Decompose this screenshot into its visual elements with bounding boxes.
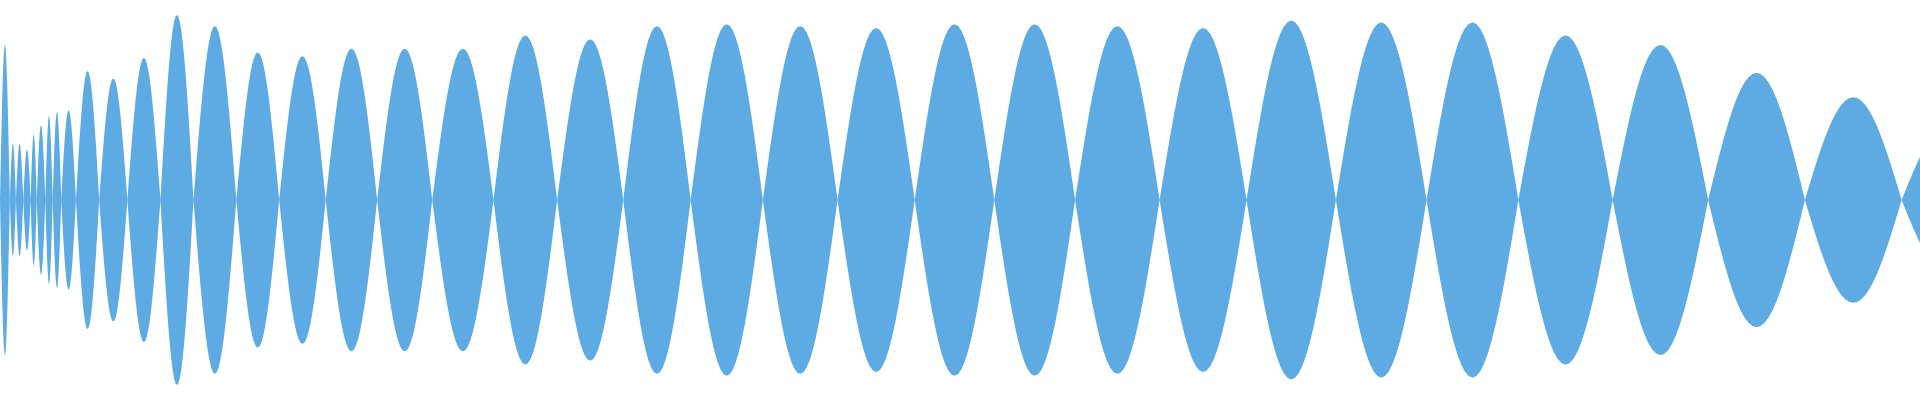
wave-lobe bbox=[1335, 22, 1427, 378]
wave-lobe bbox=[279, 56, 326, 344]
wave-lobe bbox=[75, 71, 100, 329]
wave-lobe bbox=[9, 143, 16, 257]
wave-lobe bbox=[837, 28, 915, 372]
wave-lobe bbox=[45, 115, 53, 285]
wave-lobe bbox=[1159, 28, 1247, 372]
wave-lobe bbox=[193, 26, 237, 374]
wave-lobe bbox=[61, 110, 76, 290]
wave-lobe bbox=[1804, 97, 1902, 303]
wave-lobe bbox=[1612, 44, 1709, 356]
wave-lobe bbox=[557, 39, 624, 361]
wave-lobe bbox=[52, 112, 62, 288]
wave-lobe bbox=[762, 26, 838, 374]
wave-lobe bbox=[690, 24, 763, 376]
wave-lobe bbox=[99, 78, 128, 322]
wave-lobe bbox=[236, 52, 280, 348]
wave-lobe bbox=[0, 44, 10, 356]
wave-lobe bbox=[127, 57, 161, 343]
wave-lobe bbox=[160, 14, 194, 386]
wave-lobe bbox=[1518, 35, 1613, 365]
wave-lobe bbox=[377, 48, 433, 352]
wave-lobe bbox=[15, 143, 24, 257]
wave-lobe bbox=[994, 24, 1076, 376]
wave-lobe bbox=[623, 26, 691, 374]
wave-lobe bbox=[23, 149, 31, 251]
wave-lobe bbox=[1075, 26, 1160, 374]
wave-lobe bbox=[1246, 20, 1336, 380]
wave-lobe bbox=[1708, 72, 1805, 328]
wave-lobe bbox=[36, 125, 46, 275]
wave-lobe bbox=[1426, 22, 1519, 378]
wave-lobe bbox=[30, 134, 37, 266]
wave-lobe bbox=[325, 48, 378, 352]
wave-lobe bbox=[1901, 157, 1920, 243]
wave-lobe bbox=[914, 24, 995, 376]
wave-lobe bbox=[432, 48, 494, 352]
wave-lobe bbox=[493, 35, 558, 365]
